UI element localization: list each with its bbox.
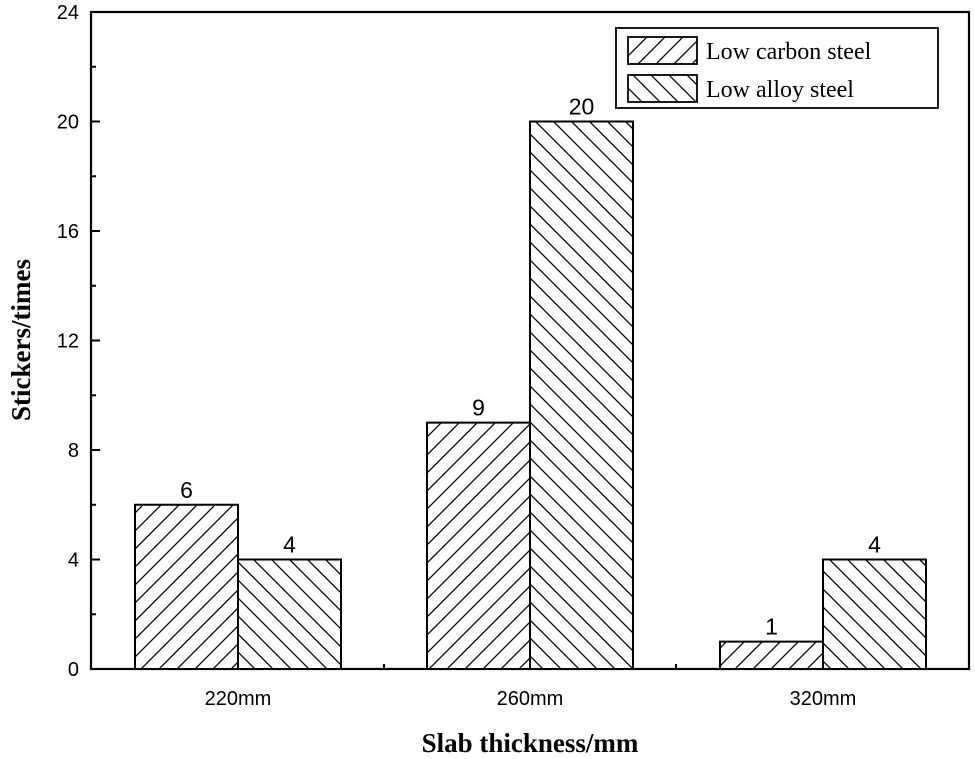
y-tick-label: 12 bbox=[57, 331, 79, 353]
bars: 6 9 1 4 20 4 bbox=[134, 94, 927, 670]
bar-value-label: 20 bbox=[569, 94, 595, 120]
bar-value-label: 4 bbox=[283, 532, 296, 558]
legend-label: Low alloy steel bbox=[706, 77, 854, 103]
x-tick-label: 260mm bbox=[497, 688, 564, 710]
bar bbox=[529, 120, 634, 670]
legend-swatch bbox=[627, 36, 698, 65]
y-tick-label: 20 bbox=[57, 112, 79, 134]
bar bbox=[426, 421, 531, 670]
bar-value-label: 6 bbox=[180, 477, 193, 503]
bar-value-label: 9 bbox=[472, 395, 485, 421]
y-tick-label: 0 bbox=[68, 659, 79, 681]
legend-swatch bbox=[627, 74, 698, 103]
bar bbox=[134, 503, 239, 670]
bar bbox=[822, 558, 927, 670]
x-axis: 220mm 260mm 320mm bbox=[205, 660, 857, 710]
y-axis-title: Stickers/times bbox=[6, 259, 36, 421]
legend-label: Low carbon steel bbox=[706, 39, 872, 65]
bar bbox=[719, 640, 824, 670]
y-axis: 0 4 8 12 16 20 24 bbox=[57, 2, 100, 681]
y-tick-label: 4 bbox=[68, 550, 79, 572]
bar bbox=[237, 558, 342, 670]
y-tick-label: 8 bbox=[68, 440, 79, 462]
bar-value-label: 4 bbox=[868, 532, 881, 558]
bar-value-label: 1 bbox=[765, 614, 778, 640]
y-tick-label: 24 bbox=[57, 2, 79, 24]
x-tick-label: 320mm bbox=[790, 688, 857, 710]
y-tick-label: 16 bbox=[57, 221, 79, 243]
x-tick-label: 220mm bbox=[205, 688, 272, 710]
x-axis-title: Slab thickness/mm bbox=[422, 728, 639, 758]
legend: Low carbon steel Low alloy steel bbox=[615, 27, 939, 109]
